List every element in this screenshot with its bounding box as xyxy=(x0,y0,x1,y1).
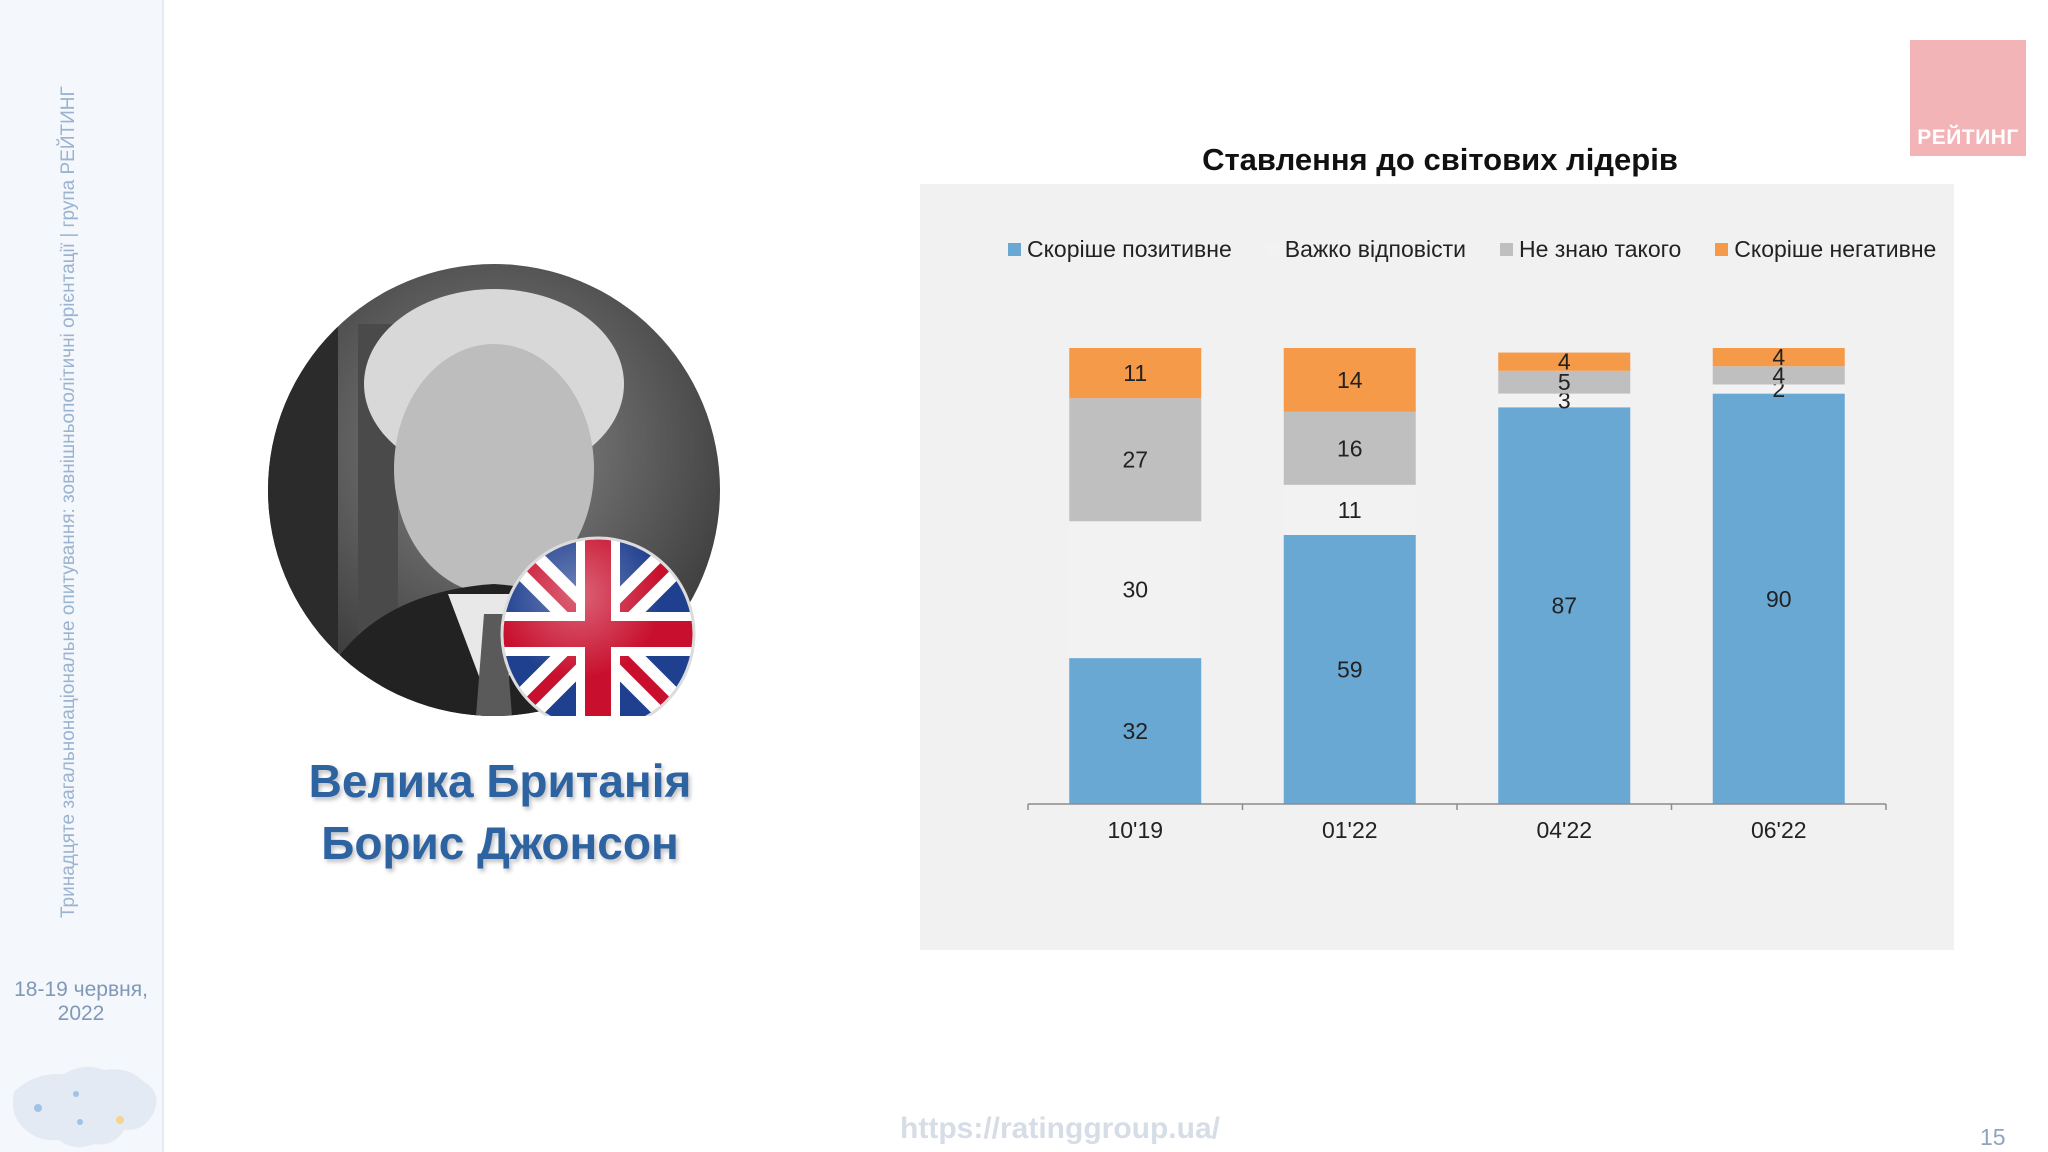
bar-segment xyxy=(1069,521,1202,659)
rating-logo-text: РЕЙТИНГ xyxy=(1917,126,2019,149)
legend-item: Скоріше негативне xyxy=(1715,236,1936,263)
bar-segment xyxy=(1069,398,1202,522)
bar-segment xyxy=(1283,348,1416,412)
rating-logo: РЕЙТИНГ xyxy=(1910,40,2026,156)
ukraine-map-icon xyxy=(12,1066,157,1148)
legend-label: Важко відповісти xyxy=(1284,236,1466,262)
legend-label: Скоріше негативне xyxy=(1734,236,1937,262)
bar-segment xyxy=(1712,348,1845,367)
bar-segment xyxy=(1712,384,1845,394)
survey-date-line1: 18-19 червня, xyxy=(14,978,148,1001)
data-label: 4 xyxy=(1772,344,1785,370)
legend-item: Скоріше позитивне xyxy=(1008,236,1232,263)
data-label: 5 xyxy=(1558,369,1571,395)
bar-segment xyxy=(1498,393,1631,408)
data-label: 32 xyxy=(1122,718,1148,744)
bar-segment xyxy=(1069,348,1202,399)
data-label: 14 xyxy=(1337,367,1363,393)
x-tick-label: 04'22 xyxy=(1536,817,1592,843)
data-label: 30 xyxy=(1122,577,1148,603)
bar-segment xyxy=(1283,411,1416,485)
data-label: 4 xyxy=(1558,349,1571,375)
data-label: 11 xyxy=(1338,497,1362,523)
legend-swatch xyxy=(1008,243,1021,256)
legend-swatch xyxy=(1499,243,1513,256)
chart-title: Ставлення до світових лідерів xyxy=(1202,142,1678,177)
legend-swatch xyxy=(1715,243,1729,256)
chart-area: Скоріше позитивне Важко відповісти Не знаю… xyxy=(920,184,1954,950)
survey-date: 18-19 червня, 2022 xyxy=(0,978,162,1026)
footer-url: https://ratinggroup.ua/ xyxy=(900,1112,1220,1145)
bar-segment xyxy=(1712,393,1845,804)
legend-label: Не знаю такого xyxy=(1518,236,1682,262)
data-label: 11 xyxy=(1123,360,1147,386)
leader-name: Борис Джонсон xyxy=(321,817,679,869)
chart-legend: Скоріше позитивне Важко відповісти Не знаю… xyxy=(1008,236,1936,263)
data-label: 27 xyxy=(1122,447,1148,473)
survey-title-vertical: Тринадцяте загальнонаціональне опитуванн… xyxy=(58,86,79,918)
data-label: 4 xyxy=(1772,362,1785,388)
x-tick-label: 10'19 xyxy=(1107,817,1163,843)
bar-segment xyxy=(1498,352,1631,371)
data-label: 90 xyxy=(1766,586,1792,612)
legend-item: Важко відповісти xyxy=(1265,236,1466,263)
data-label: 87 xyxy=(1551,593,1577,619)
leader-caption: Велика Британія Борис Джонсон xyxy=(290,750,710,874)
bar-segment xyxy=(1498,407,1631,804)
bar-segment xyxy=(1069,658,1202,804)
legend-swatch xyxy=(1265,243,1279,256)
data-label: 59 xyxy=(1337,656,1363,682)
bar-segment xyxy=(1283,534,1416,804)
x-tick-label: 06'22 xyxy=(1751,817,1807,843)
page-number: 15 xyxy=(1980,1124,2006,1150)
bar-segment xyxy=(1283,484,1416,535)
stacked-bar-chart: 3230271110'195911161401'228735404'229024… xyxy=(1027,344,1887,843)
leader-portrait xyxy=(268,264,720,716)
x-tick-label: 01'22 xyxy=(1322,817,1378,843)
sidebar: Тринадцяте загальнонаціональне опитуванн… xyxy=(0,0,164,1152)
country-name: Велика Британія xyxy=(308,755,692,807)
uk-flag-icon xyxy=(500,536,696,716)
data-label: 16 xyxy=(1337,435,1363,461)
legend-item: Не знаю такого xyxy=(1499,236,1682,263)
data-label: 3 xyxy=(1558,387,1571,413)
bar-segment xyxy=(1498,370,1631,394)
survey-date-line2: 2022 xyxy=(57,1002,105,1025)
legend-label: Скоріше позитивне xyxy=(1027,236,1232,262)
bar-segment xyxy=(1712,366,1845,385)
